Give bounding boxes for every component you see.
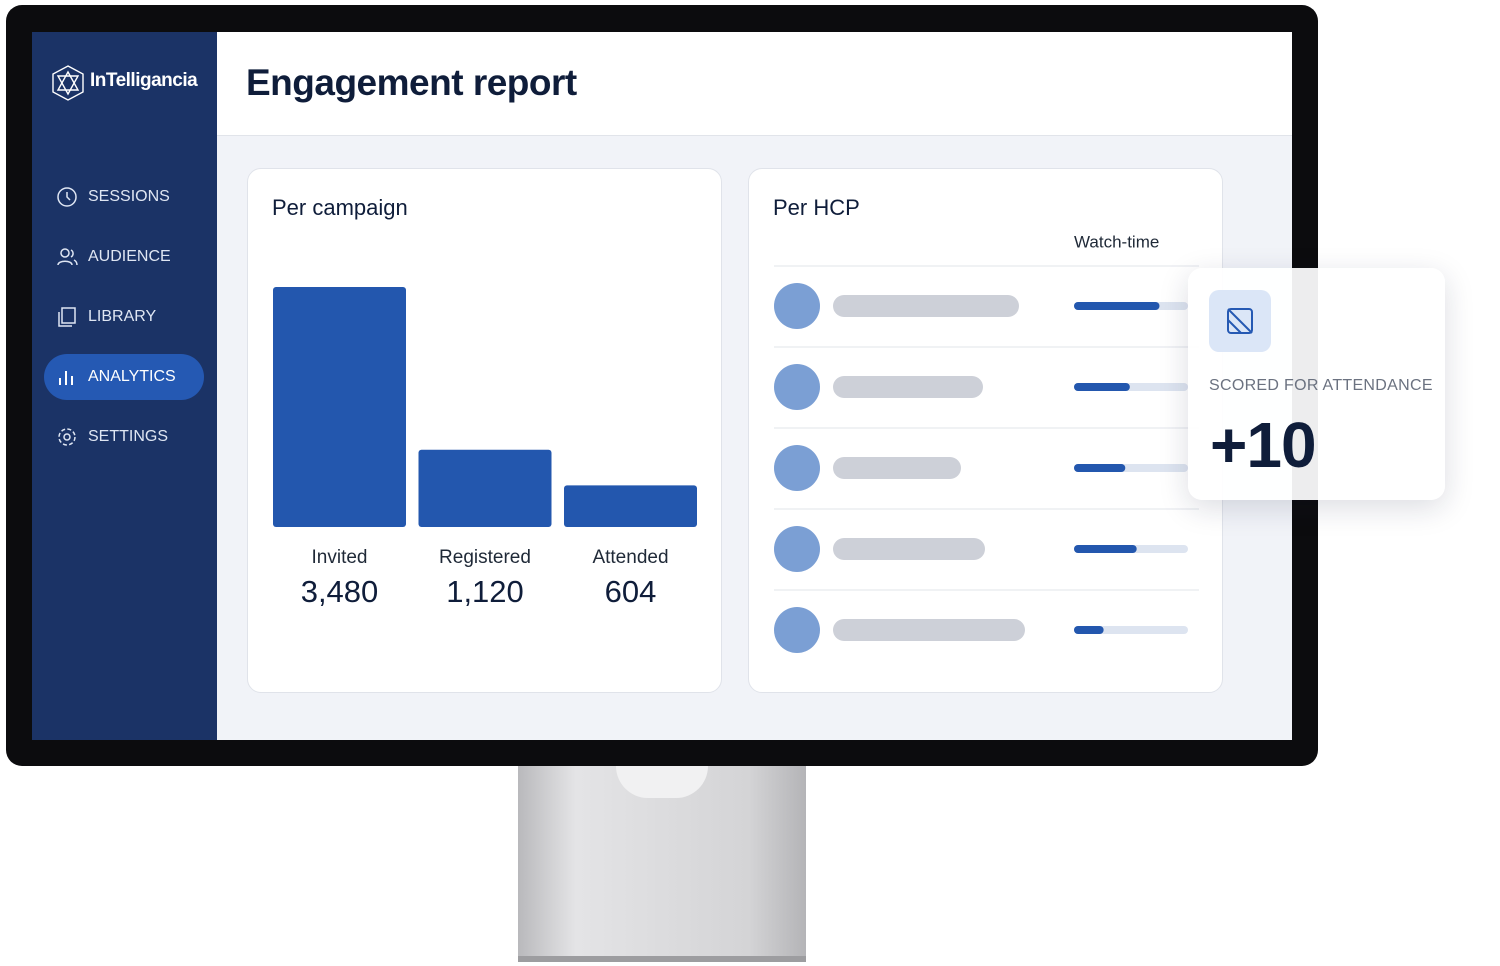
hcp-card: Per HCP Watch-time	[748, 168, 1223, 693]
popup-label: SCORED FOR ATTENDANCE	[1209, 377, 1433, 394]
nav-label: SESSIONS	[88, 188, 170, 205]
bar-label: Registered	[439, 547, 531, 568]
logo-text: InTelligancia	[90, 70, 198, 91]
name-placeholder	[833, 619, 1025, 641]
campaign-card: Per campaign Invited 3,480 Registered 1,120…	[247, 168, 722, 693]
card-title: Per HCP	[773, 195, 860, 220]
bar	[564, 485, 697, 527]
bar-value: 3,480	[301, 574, 379, 609]
avatar	[774, 445, 820, 491]
avatar	[774, 526, 820, 572]
nav-icon	[57, 187, 77, 207]
nav-item[interactable]: SETTINGS	[44, 414, 204, 460]
avatar	[774, 607, 820, 653]
bar-label: Attended	[592, 547, 668, 568]
name-placeholder	[833, 538, 985, 560]
bar	[418, 449, 552, 527]
nav-label: LIBRARY	[88, 308, 157, 325]
nav-icon	[58, 428, 76, 446]
nav-icon	[59, 371, 73, 385]
popup-value: +10	[1210, 409, 1317, 481]
stand-notch	[616, 766, 708, 798]
watch-bar	[1074, 302, 1160, 310]
nav-label: ANALYTICS	[88, 368, 176, 385]
logo-icon	[52, 65, 84, 101]
nav-icon	[58, 307, 76, 327]
name-placeholder	[833, 295, 1019, 317]
avatar	[774, 283, 820, 329]
bar	[273, 287, 406, 527]
name-placeholder	[833, 376, 983, 398]
hcp-list: Watch-time	[774, 232, 1199, 653]
card-title: Per campaign	[272, 195, 408, 220]
avatar	[774, 364, 820, 410]
nav-label: AUDIENCE	[88, 248, 171, 265]
bar-value: 1,120	[446, 574, 524, 609]
column-header: Watch-time	[1074, 232, 1159, 251]
campaign-chart: Invited 3,480 Registered 1,120 Attended 604	[273, 287, 697, 609]
screen: InTelligancia SESSIONS AUDIENCE LIBRARY …	[32, 32, 1292, 740]
nav-item[interactable]: SESSIONS	[44, 174, 204, 220]
watch-bar	[1074, 464, 1126, 472]
page-title: Engagement report	[246, 62, 577, 103]
nav-item[interactable]: AUDIENCE	[44, 234, 204, 280]
bar-value: 604	[605, 574, 657, 609]
nav-item[interactable]: LIBRARY	[44, 294, 204, 340]
watch-bar	[1074, 383, 1130, 391]
score-popup: SCORED FOR ATTENDANCE +10	[1188, 268, 1445, 500]
watch-bar	[1074, 545, 1137, 553]
name-placeholder	[833, 457, 961, 479]
popup-icon	[1209, 290, 1271, 352]
nav-item[interactable]: ANALYTICS	[44, 354, 204, 400]
bar-label: Invited	[312, 547, 368, 568]
sidebar: InTelligancia SESSIONS AUDIENCE LIBRARY …	[32, 32, 217, 740]
header: Engagement report	[217, 32, 1292, 136]
nav-label: SETTINGS	[88, 428, 169, 445]
monitor-stand	[518, 766, 806, 962]
nav-icon	[57, 248, 78, 266]
watch-bar	[1074, 626, 1104, 634]
